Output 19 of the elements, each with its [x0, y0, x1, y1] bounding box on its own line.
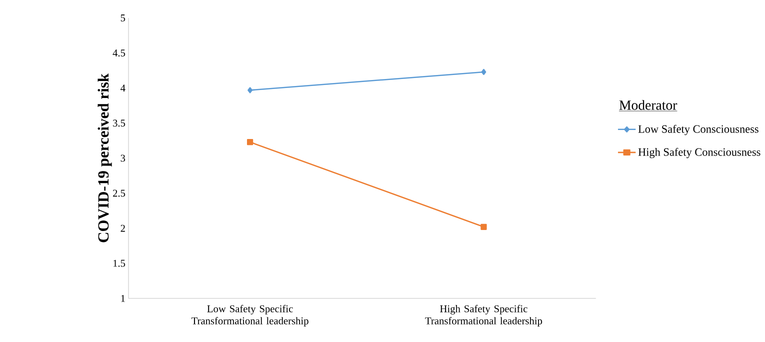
legend-title: Moderator	[619, 100, 678, 110]
y-tick-label: 3	[120, 154, 126, 162]
y-tick-label: 4.5	[112, 50, 126, 57]
point	[246, 139, 254, 146]
y-tick-label: 1	[121, 295, 125, 302]
y-tick-label: 5	[120, 14, 126, 22]
legend-label: Low Safety Consciousness	[638, 124, 758, 136]
y-tick-label: 3.5	[113, 120, 126, 127]
y-tick-label: 2.5	[113, 190, 126, 197]
point	[481, 68, 486, 76]
y-tick-label: 2	[120, 224, 125, 232]
y-tick-label: 4	[120, 84, 126, 92]
x-tick-label: High Safety Specific Transformational leadership	[425, 304, 542, 327]
point	[248, 87, 253, 94]
y-tick-label: 1.5	[113, 260, 126, 267]
y-axis-title: COVID-19 perceived risk	[98, 74, 112, 242]
legend-label: High Safety Consciousness	[638, 148, 760, 158]
point	[480, 224, 487, 230]
x-tick-label: Low Safety Specific Transformational leadership	[192, 304, 308, 327]
